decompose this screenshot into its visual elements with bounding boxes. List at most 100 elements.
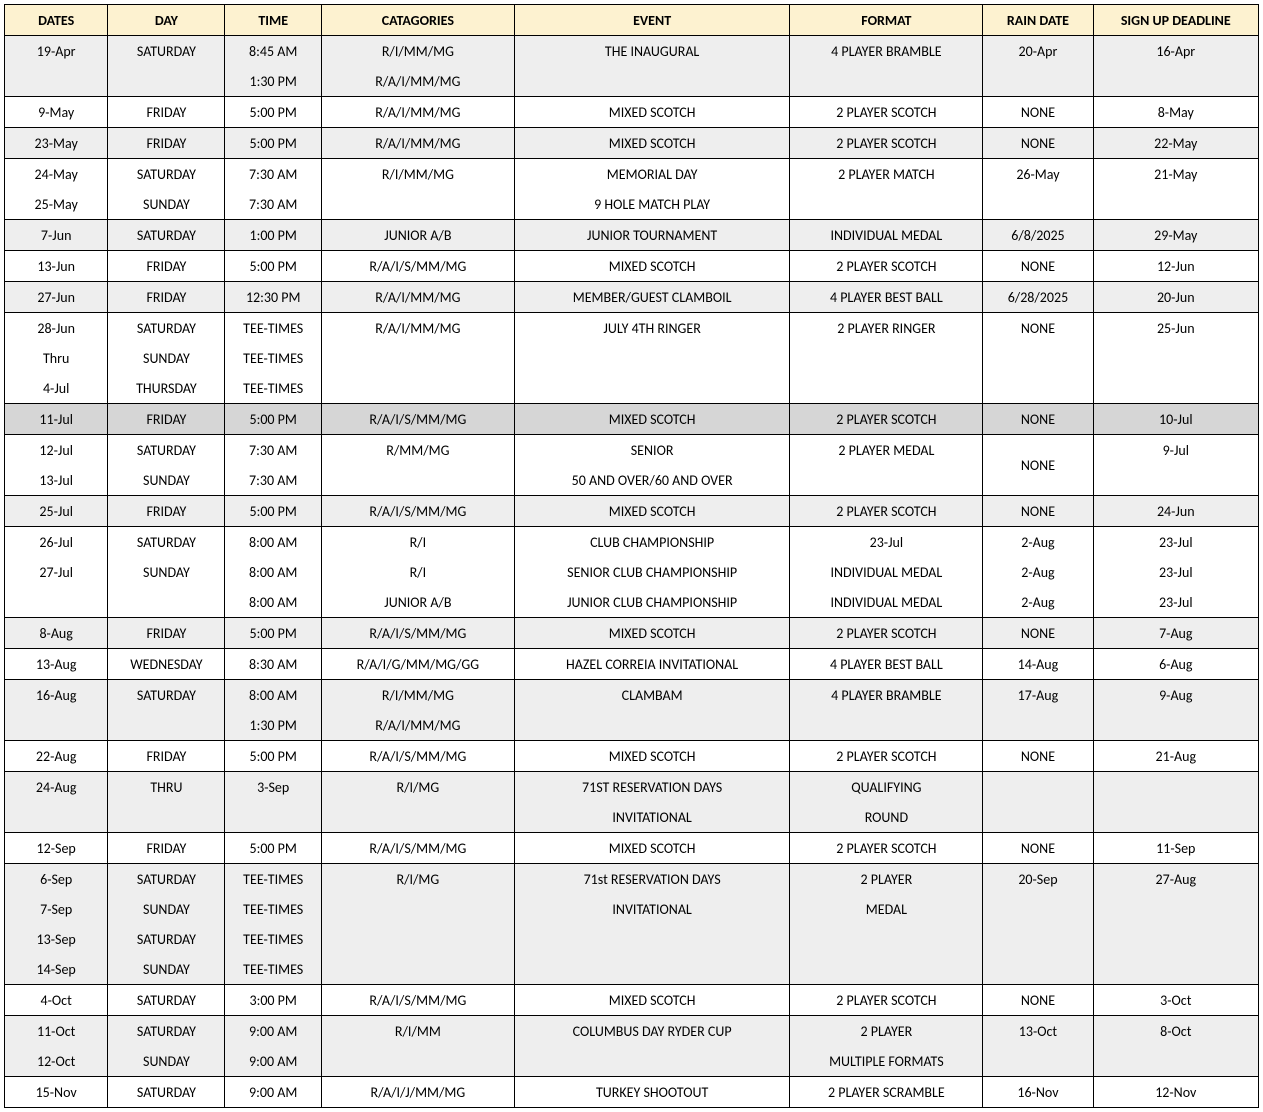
cell-deadline: 16-Apr — [1093, 36, 1258, 67]
cell-deadline: 27-Aug — [1093, 864, 1258, 895]
cell-dates: 22-Aug — [5, 741, 108, 772]
header-dates: DATES — [5, 5, 108, 36]
cell-rain: NONE — [983, 313, 1093, 344]
cell-event: MIXED SCOTCH — [514, 833, 790, 864]
cell-time: 5:00 PM — [225, 251, 321, 282]
cell-dates: 15-Nov — [5, 1077, 108, 1108]
cell-day: FRIDAY — [108, 97, 225, 128]
cell-rain: 2-Aug — [983, 587, 1093, 618]
cell-format: MULTIPLE FORMATS — [790, 1046, 983, 1077]
cell-format: 2 PLAYER SCOTCH — [790, 97, 983, 128]
cell-rain: 13-Oct — [983, 1016, 1093, 1047]
cell-dates: Thru — [5, 343, 108, 373]
table-row: 13-SepSATURDAYTEE-TIMES — [5, 924, 1259, 954]
cell-deadline — [1093, 710, 1258, 741]
cell-event: MIXED SCOTCH — [514, 496, 790, 527]
cell-time: 8:30 AM — [225, 649, 321, 680]
cell-rain — [983, 189, 1093, 220]
cell-event: MEMORIAL DAY — [514, 159, 790, 190]
cell-format — [790, 66, 983, 97]
cell-day: SATURDAY — [108, 924, 225, 954]
table-row: 12-SepFRIDAY5:00 PMR/A/I/S/MM/MGMIXED SC… — [5, 833, 1259, 864]
cell-rain: NONE — [983, 496, 1093, 527]
cell-rain: 26-May — [983, 159, 1093, 190]
cell-format — [790, 954, 983, 985]
cell-event: MIXED SCOTCH — [514, 251, 790, 282]
table-row: 28-JunSATURDAYTEE-TIMESR/A/I/MM/MGJULY 4… — [5, 313, 1259, 344]
cell-categories: R/I/MM — [321, 1016, 514, 1047]
cell-rain: NONE — [983, 985, 1093, 1016]
cell-deadline — [1093, 343, 1258, 373]
cell-categories: R/MM/MG — [321, 435, 514, 466]
cell-dates: 25-Jul — [5, 496, 108, 527]
cell-deadline: 9-Aug — [1093, 680, 1258, 711]
cell-time: 8:00 AM — [225, 680, 321, 711]
cell-categories: R/A/I/MM/MG — [321, 97, 514, 128]
cell-categories — [321, 894, 514, 924]
cell-categories: R/A/I/S/MM/MG — [321, 833, 514, 864]
cell-dates: 12-Oct — [5, 1046, 108, 1077]
cell-time: 7:30 AM — [225, 189, 321, 220]
cell-event — [514, 924, 790, 954]
cell-deadline: 7-Aug — [1093, 618, 1258, 649]
cell-dates: 27-Jun — [5, 282, 108, 313]
cell-time: TEE-TIMES — [225, 313, 321, 344]
cell-event: TURKEY SHOOTOUT — [514, 1077, 790, 1108]
table-row: 25-MaySUNDAY7:30 AM9 HOLE MATCH PLAY — [5, 189, 1259, 220]
cell-format — [790, 465, 983, 496]
cell-format: 2 PLAYER SCOTCH — [790, 251, 983, 282]
cell-deadline: 12-Nov — [1093, 1077, 1258, 1108]
cell-format: 2 PLAYER SCOTCH — [790, 985, 983, 1016]
cell-dates: 13-Jul — [5, 465, 108, 496]
cell-categories: R/I/MM/MG — [321, 36, 514, 67]
cell-deadline: 3-Oct — [1093, 985, 1258, 1016]
cell-rain — [983, 343, 1093, 373]
cell-day: FRIDAY — [108, 404, 225, 435]
cell-day: FRIDAY — [108, 496, 225, 527]
cell-rain: NONE — [983, 435, 1093, 496]
header-categories: CATAGORIES — [321, 5, 514, 36]
cell-categories: R/A/I/J/MM/MG — [321, 1077, 514, 1108]
cell-event: MIXED SCOTCH — [514, 618, 790, 649]
cell-event: MIXED SCOTCH — [514, 741, 790, 772]
cell-day: SATURDAY — [108, 527, 225, 558]
cell-categories: JUNIOR A/B — [321, 587, 514, 618]
table-row: 7-JunSATURDAY1:00 PMJUNIOR A/BJUNIOR TOU… — [5, 220, 1259, 251]
cell-dates: 24-Aug — [5, 772, 108, 803]
cell-dates — [5, 66, 108, 97]
cell-time: TEE-TIMES — [225, 343, 321, 373]
cell-deadline — [1093, 1046, 1258, 1077]
cell-time: TEE-TIMES — [225, 954, 321, 985]
cell-format — [790, 924, 983, 954]
cell-format: 4 PLAYER BEST BALL — [790, 282, 983, 313]
cell-format: 2 PLAYER — [790, 1016, 983, 1047]
cell-deadline — [1093, 802, 1258, 833]
table-row: 24-AugTHRU3-SepR/I/MG71ST RESERVATION DA… — [5, 772, 1259, 803]
cell-format: INDIVIDUAL MEDAL — [790, 587, 983, 618]
cell-dates — [5, 802, 108, 833]
cell-dates: 7-Jun — [5, 220, 108, 251]
cell-deadline: 9-Jul — [1093, 435, 1258, 466]
cell-event: CLUB CHAMPIONSHIP — [514, 527, 790, 558]
cell-dates: 6-Sep — [5, 864, 108, 895]
cell-format: MEDAL — [790, 894, 983, 924]
table-row: 12-JulSATURDAY7:30 AMR/MM/MGSENIOR2 PLAY… — [5, 435, 1259, 466]
cell-deadline: 23-Jul — [1093, 587, 1258, 618]
cell-rain: NONE — [983, 128, 1093, 159]
cell-rain: NONE — [983, 251, 1093, 282]
cell-format: 4 PLAYER BEST BALL — [790, 649, 983, 680]
cell-time: 5:00 PM — [225, 833, 321, 864]
table-row: 13-AugWEDNESDAY8:30 AMR/A/I/G/MM/MG/GGHA… — [5, 649, 1259, 680]
cell-deadline: 12-Jun — [1093, 251, 1258, 282]
cell-deadline: 24-Jun — [1093, 496, 1258, 527]
cell-time — [225, 802, 321, 833]
cell-rain — [983, 66, 1093, 97]
cell-time: 1:30 PM — [225, 710, 321, 741]
cell-format: 2 PLAYER SCOTCH — [790, 128, 983, 159]
cell-deadline: 20-Jun — [1093, 282, 1258, 313]
table-row: 16-AugSATURDAY8:00 AMR/I/MM/MGCLAMBAM4 P… — [5, 680, 1259, 711]
cell-categories: R/I — [321, 527, 514, 558]
cell-format — [790, 343, 983, 373]
cell-rain: 14-Aug — [983, 649, 1093, 680]
cell-dates: 13-Aug — [5, 649, 108, 680]
